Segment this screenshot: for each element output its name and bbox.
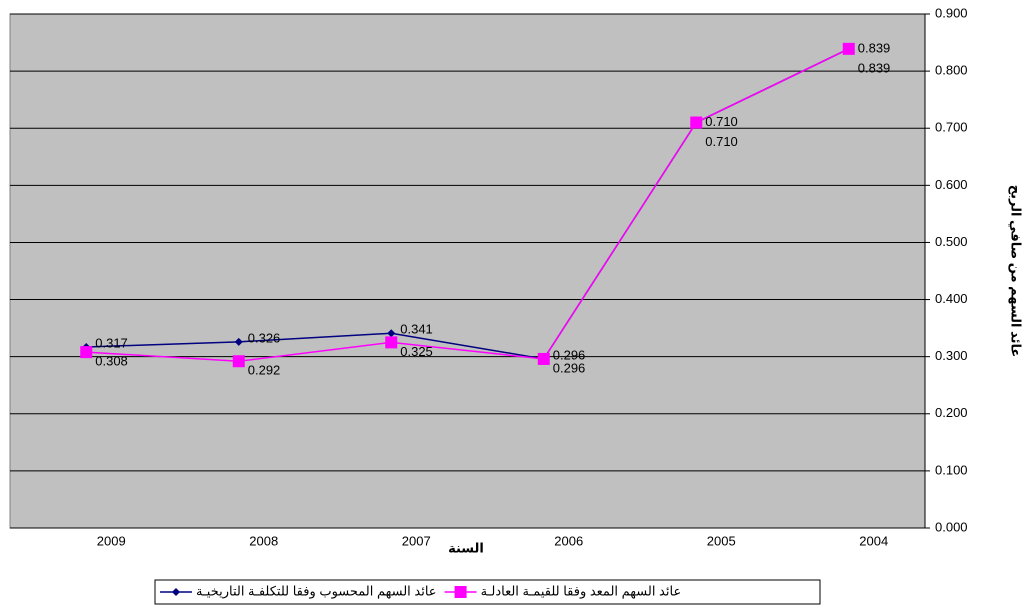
y-tick-label: 0.200 [935, 405, 968, 420]
x-axis-title: السنة [448, 540, 484, 555]
data-label: 0.710 [705, 134, 738, 149]
y-tick-label: 0.500 [935, 234, 968, 249]
legend-marker [454, 586, 467, 598]
legend-label: عائد السهم المعد وفقا للقيمـة العادلـة [481, 583, 682, 599]
data-point [80, 346, 93, 359]
y-tick-label: 0.300 [935, 348, 968, 363]
x-tick-label: 2004 [859, 533, 888, 548]
data-label: 0.296 [553, 360, 586, 375]
data-label: 0.296 [553, 347, 586, 362]
data-point [232, 355, 245, 368]
legend [154, 579, 821, 605]
data-point [385, 336, 398, 349]
x-tick-label: 2007 [402, 533, 431, 548]
data-point [234, 337, 243, 346]
y-tick-label: 0.100 [935, 462, 968, 477]
series-line [86, 48, 850, 362]
data-label: 0.839 [858, 60, 891, 75]
data-label: 0.325 [400, 344, 433, 359]
legend-label: عائد السهم المحسوب وفقا للتكلفـة التاريخ… [196, 583, 437, 599]
x-tick-label: 2006 [554, 533, 583, 548]
data-label: 0.308 [95, 354, 128, 369]
y-tick-label: 0.700 [935, 120, 968, 135]
y-tick-label: 0.800 [935, 63, 968, 78]
data-label: 0.317 [95, 335, 128, 350]
y-tick-label: 0.900 [935, 5, 968, 20]
data-point [690, 116, 703, 129]
x-tick-label: 2008 [249, 533, 278, 548]
plot-area [9, 13, 926, 529]
data-point [842, 42, 855, 55]
data-label: 0.710 [705, 114, 738, 129]
data-label: 0.292 [248, 363, 281, 378]
y-tick-label: 0.000 [935, 519, 968, 534]
data-label: 0.341 [400, 322, 433, 337]
y-tick-label: 0.400 [935, 291, 968, 306]
data-label: 0.839 [858, 40, 891, 55]
legend-marker [172, 588, 180, 596]
x-tick-label: 2005 [707, 533, 736, 548]
y-tick-label: 0.600 [935, 177, 968, 192]
y-axis-title: عائد السهم من صافي الربح [1009, 185, 1024, 357]
x-tick-label: 2009 [97, 533, 126, 548]
data-label: 0.326 [248, 330, 281, 345]
data-point [537, 352, 550, 365]
data-point [387, 329, 396, 338]
